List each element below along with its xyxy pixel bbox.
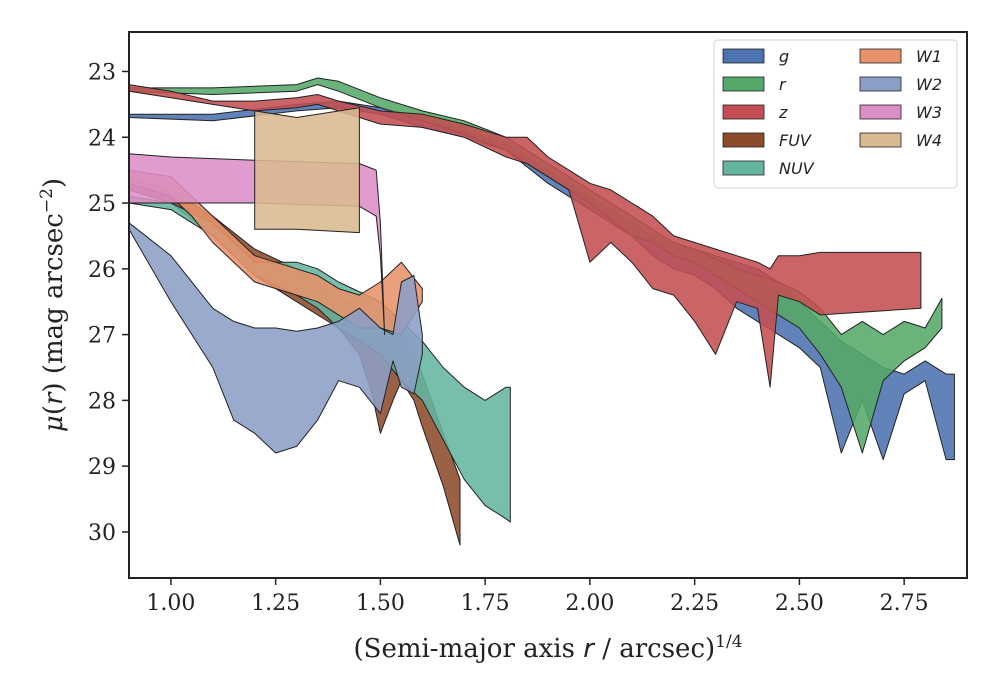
x-tick-label: 2.25 (670, 591, 719, 616)
band-z (128, 84, 922, 388)
legend-swatch-r (722, 76, 765, 92)
x-axis-label-prefix: (Semi-major axis (353, 634, 583, 664)
y-tick-label: 27 (88, 324, 116, 349)
legend-swatch-w1 (859, 48, 902, 64)
y-tick-label: 28 (88, 389, 116, 414)
y-axis-label-rest: ) (mag arcsec (39, 213, 69, 392)
y-tick-label: 25 (88, 192, 116, 217)
band-w1 (128, 169, 423, 336)
legend-swatch-w2 (859, 76, 902, 92)
data-bands (128, 77, 955, 546)
x-tick-label: 2.00 (565, 591, 614, 616)
legend-swatch-w4 (859, 132, 902, 148)
legend-swatch-g (722, 48, 765, 64)
legend-label-z: z (778, 103, 788, 122)
legend-label-r: r (779, 75, 787, 94)
x-tick-label: 1.75 (461, 591, 510, 616)
legend-label-nuv: NUV (779, 159, 815, 178)
legend-label-w1: W1 (916, 47, 942, 66)
band-w4 (254, 107, 360, 234)
legend-swatch-w3 (859, 104, 902, 120)
y-axis-label-close: ) (39, 178, 69, 188)
x-tick-label: 1.50 (356, 591, 405, 616)
x-tick-label: 2.75 (880, 591, 929, 616)
y-axis-label-var: r (39, 391, 69, 405)
x-axis-label-var: r (583, 634, 596, 664)
y-axis-label-mu: μ (39, 415, 69, 432)
x-axis-label-exponent: 1/4 (715, 632, 742, 652)
y-tick-label: 30 (88, 521, 116, 546)
y-tick-label: 26 (88, 258, 116, 283)
legend-label-g: g (779, 47, 789, 66)
y-tick-label: 24 (88, 126, 116, 151)
legend-label-w4: W4 (916, 131, 942, 150)
y-axis-label: μ(r) (mag arcsec−2) (37, 178, 69, 432)
x-tick-label: 1.25 (251, 591, 300, 616)
y-ticks: 23 24 25 26 27 28 29 30 (88, 60, 129, 546)
x-tick-label: 1.00 (146, 591, 195, 616)
legend-swatch-z (722, 104, 765, 120)
legend: grz FUV NUV W1 W2 W3 W4 (713, 39, 958, 189)
y-tick-label: 23 (88, 60, 116, 85)
x-axis-label-suffix: / arcsec) (594, 634, 715, 664)
x-axis-label: (Semi-major axis r / arcsec)1/4 (353, 632, 742, 664)
legend-label-w2: W2 (916, 75, 942, 94)
legend-swatch-fuv (722, 132, 765, 148)
y-axis-label-open: ( (39, 405, 69, 415)
legend-label-w3: W3 (916, 103, 942, 122)
x-ticks: 1.00 1.25 1.50 1.75 2.00 2.25 2.50 2.75 (146, 578, 929, 616)
plot-frame (128, 31, 968, 579)
legend-label-fuv: FUV (779, 131, 812, 150)
y-tick-label: 29 (88, 455, 116, 480)
band-w2 (128, 222, 423, 454)
legend-swatch-nuv (722, 160, 765, 176)
x-tick-label: 2.50 (775, 591, 824, 616)
y-axis-label-exponent: −2 (37, 188, 57, 213)
